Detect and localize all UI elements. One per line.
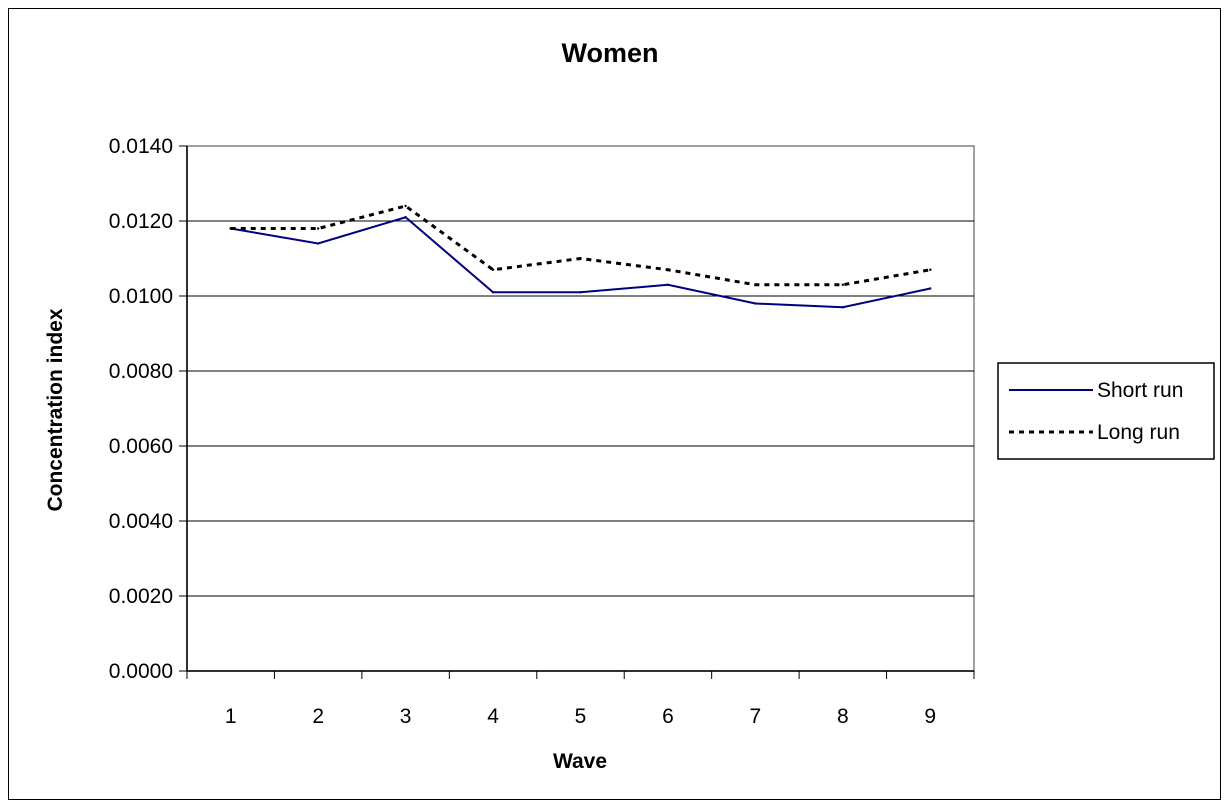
data-point: [404, 216, 407, 219]
data-point: [666, 283, 670, 286]
x-tick-label: 9: [924, 705, 936, 728]
legend-box: [997, 362, 1215, 460]
x-tick-label: 1: [225, 705, 237, 728]
data-point: [579, 291, 582, 294]
x-tick-label: 2: [312, 705, 324, 728]
data-point: [841, 283, 845, 286]
x-tick-label: 6: [662, 705, 674, 728]
y-tick-label: 0.0120: [109, 210, 173, 233]
y-tick-label: 0.0040: [109, 510, 173, 533]
legend-label-2: Long run: [1097, 421, 1180, 444]
data-point: [754, 283, 757, 286]
y-axis-ticks: 0.0000 0.0020 0.0040 0.0060 0.0080 0.0100 0.01…: [109, 135, 188, 683]
data-point: [316, 242, 320, 245]
x-tick-label: 3: [400, 705, 412, 728]
x-axis-ticks: 1 2 3 4 5 6 7 8 9: [186, 670, 975, 728]
chart-title: Women: [561, 38, 658, 68]
y-tick-label: 0.0080: [109, 360, 173, 383]
x-tick-label: 8: [837, 705, 849, 728]
y-tick-label: 0.0020: [109, 585, 173, 608]
x-axis-title: Wave: [553, 750, 607, 773]
x-tick-label: 4: [487, 705, 499, 728]
series-lines: [229, 204, 932, 309]
legend-label-1: Short run: [1097, 379, 1183, 402]
data-point: [929, 287, 932, 290]
data-point: [929, 268, 932, 271]
x-tick-label: 7: [750, 705, 762, 728]
plot-area: [186, 145, 975, 672]
y-tick-label: 0.0140: [109, 135, 173, 158]
y-tick-label: 0.0000: [109, 660, 173, 683]
y-axis-title: Concentration index: [44, 308, 67, 511]
data-point: [229, 227, 232, 230]
data-point: [666, 268, 670, 271]
data-point: [491, 291, 495, 294]
y-tick-label: 0.0060: [109, 435, 173, 458]
data-point: [316, 227, 320, 230]
legend: Short run Long run: [997, 362, 1215, 460]
gridlines: [187, 220, 974, 597]
y-tick-label: 0.0100: [109, 285, 173, 308]
x-tick-label: 5: [575, 705, 587, 728]
data-point: [841, 306, 845, 309]
data-point: [404, 204, 407, 208]
data-point: [491, 268, 495, 271]
data-point: [754, 302, 757, 305]
data-point: [579, 257, 582, 260]
